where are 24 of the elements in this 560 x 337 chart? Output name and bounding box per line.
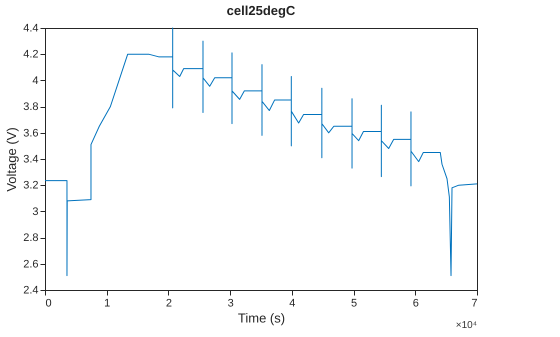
x-tick-label: 6 xyxy=(412,298,419,310)
x-tick-label: 7 xyxy=(471,298,478,310)
x-tick-label: 2 xyxy=(166,298,172,310)
y-tick-label: 4 xyxy=(32,74,38,87)
chart-title: cell25degC xyxy=(226,3,296,18)
y-tick-label: 3.4 xyxy=(23,154,38,166)
y-tick-label: 2.4 xyxy=(23,284,38,296)
y-tick-label: 3.6 xyxy=(23,127,38,140)
x-tick-label: 0 xyxy=(46,298,52,310)
y-axis-title: Voltage (V) xyxy=(4,127,20,192)
x-tick-label: 3 xyxy=(228,298,234,310)
y-tick-label: 4.4 xyxy=(23,22,38,34)
y-tick-label: 2.6 xyxy=(23,258,38,270)
y-tick-label: 3.8 xyxy=(23,101,38,114)
x-axis-title: Time (s) xyxy=(238,310,286,326)
y-tick-label: 3 xyxy=(32,206,38,218)
x-tick-label: 4 xyxy=(289,298,296,310)
x-tick-label: 5 xyxy=(351,298,358,310)
text: ×10⁴ xyxy=(456,320,477,331)
y-tick-label: 3.2 xyxy=(23,180,38,192)
y-tick-label: 4.2 xyxy=(23,48,38,61)
x-tick-label: 1 xyxy=(104,298,110,310)
line-series xyxy=(44,28,478,276)
y-tick-label: 2.8 xyxy=(23,232,38,244)
